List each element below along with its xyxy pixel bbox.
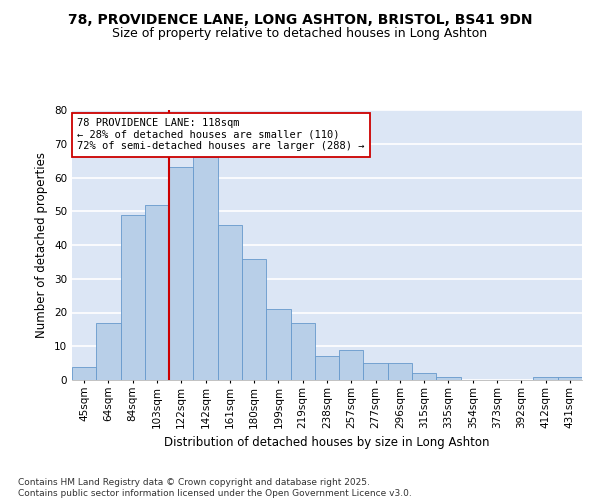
Bar	[169, 168, 193, 380]
Bar	[533, 376, 558, 380]
Bar	[339, 350, 364, 380]
X-axis label: Distribution of detached houses by size in Long Ashton: Distribution of detached houses by size …	[164, 436, 490, 449]
Bar	[412, 373, 436, 380]
Bar	[96, 322, 121, 380]
Bar	[121, 214, 145, 380]
Bar	[558, 376, 582, 380]
Bar	[72, 366, 96, 380]
Text: Contains HM Land Registry data © Crown copyright and database right 2025.
Contai: Contains HM Land Registry data © Crown c…	[18, 478, 412, 498]
Text: 78, PROVIDENCE LANE, LONG ASHTON, BRISTOL, BS41 9DN: 78, PROVIDENCE LANE, LONG ASHTON, BRISTO…	[68, 12, 532, 26]
Y-axis label: Number of detached properties: Number of detached properties	[35, 152, 49, 338]
Bar	[218, 225, 242, 380]
Text: Size of property relative to detached houses in Long Ashton: Size of property relative to detached ho…	[112, 28, 488, 40]
Bar	[315, 356, 339, 380]
Bar	[193, 157, 218, 380]
Bar	[145, 204, 169, 380]
Bar	[364, 363, 388, 380]
Bar	[290, 322, 315, 380]
Bar	[388, 363, 412, 380]
Bar	[266, 309, 290, 380]
Bar	[242, 258, 266, 380]
Text: 78 PROVIDENCE LANE: 118sqm
← 28% of detached houses are smaller (110)
72% of sem: 78 PROVIDENCE LANE: 118sqm ← 28% of deta…	[77, 118, 365, 152]
Bar	[436, 376, 461, 380]
